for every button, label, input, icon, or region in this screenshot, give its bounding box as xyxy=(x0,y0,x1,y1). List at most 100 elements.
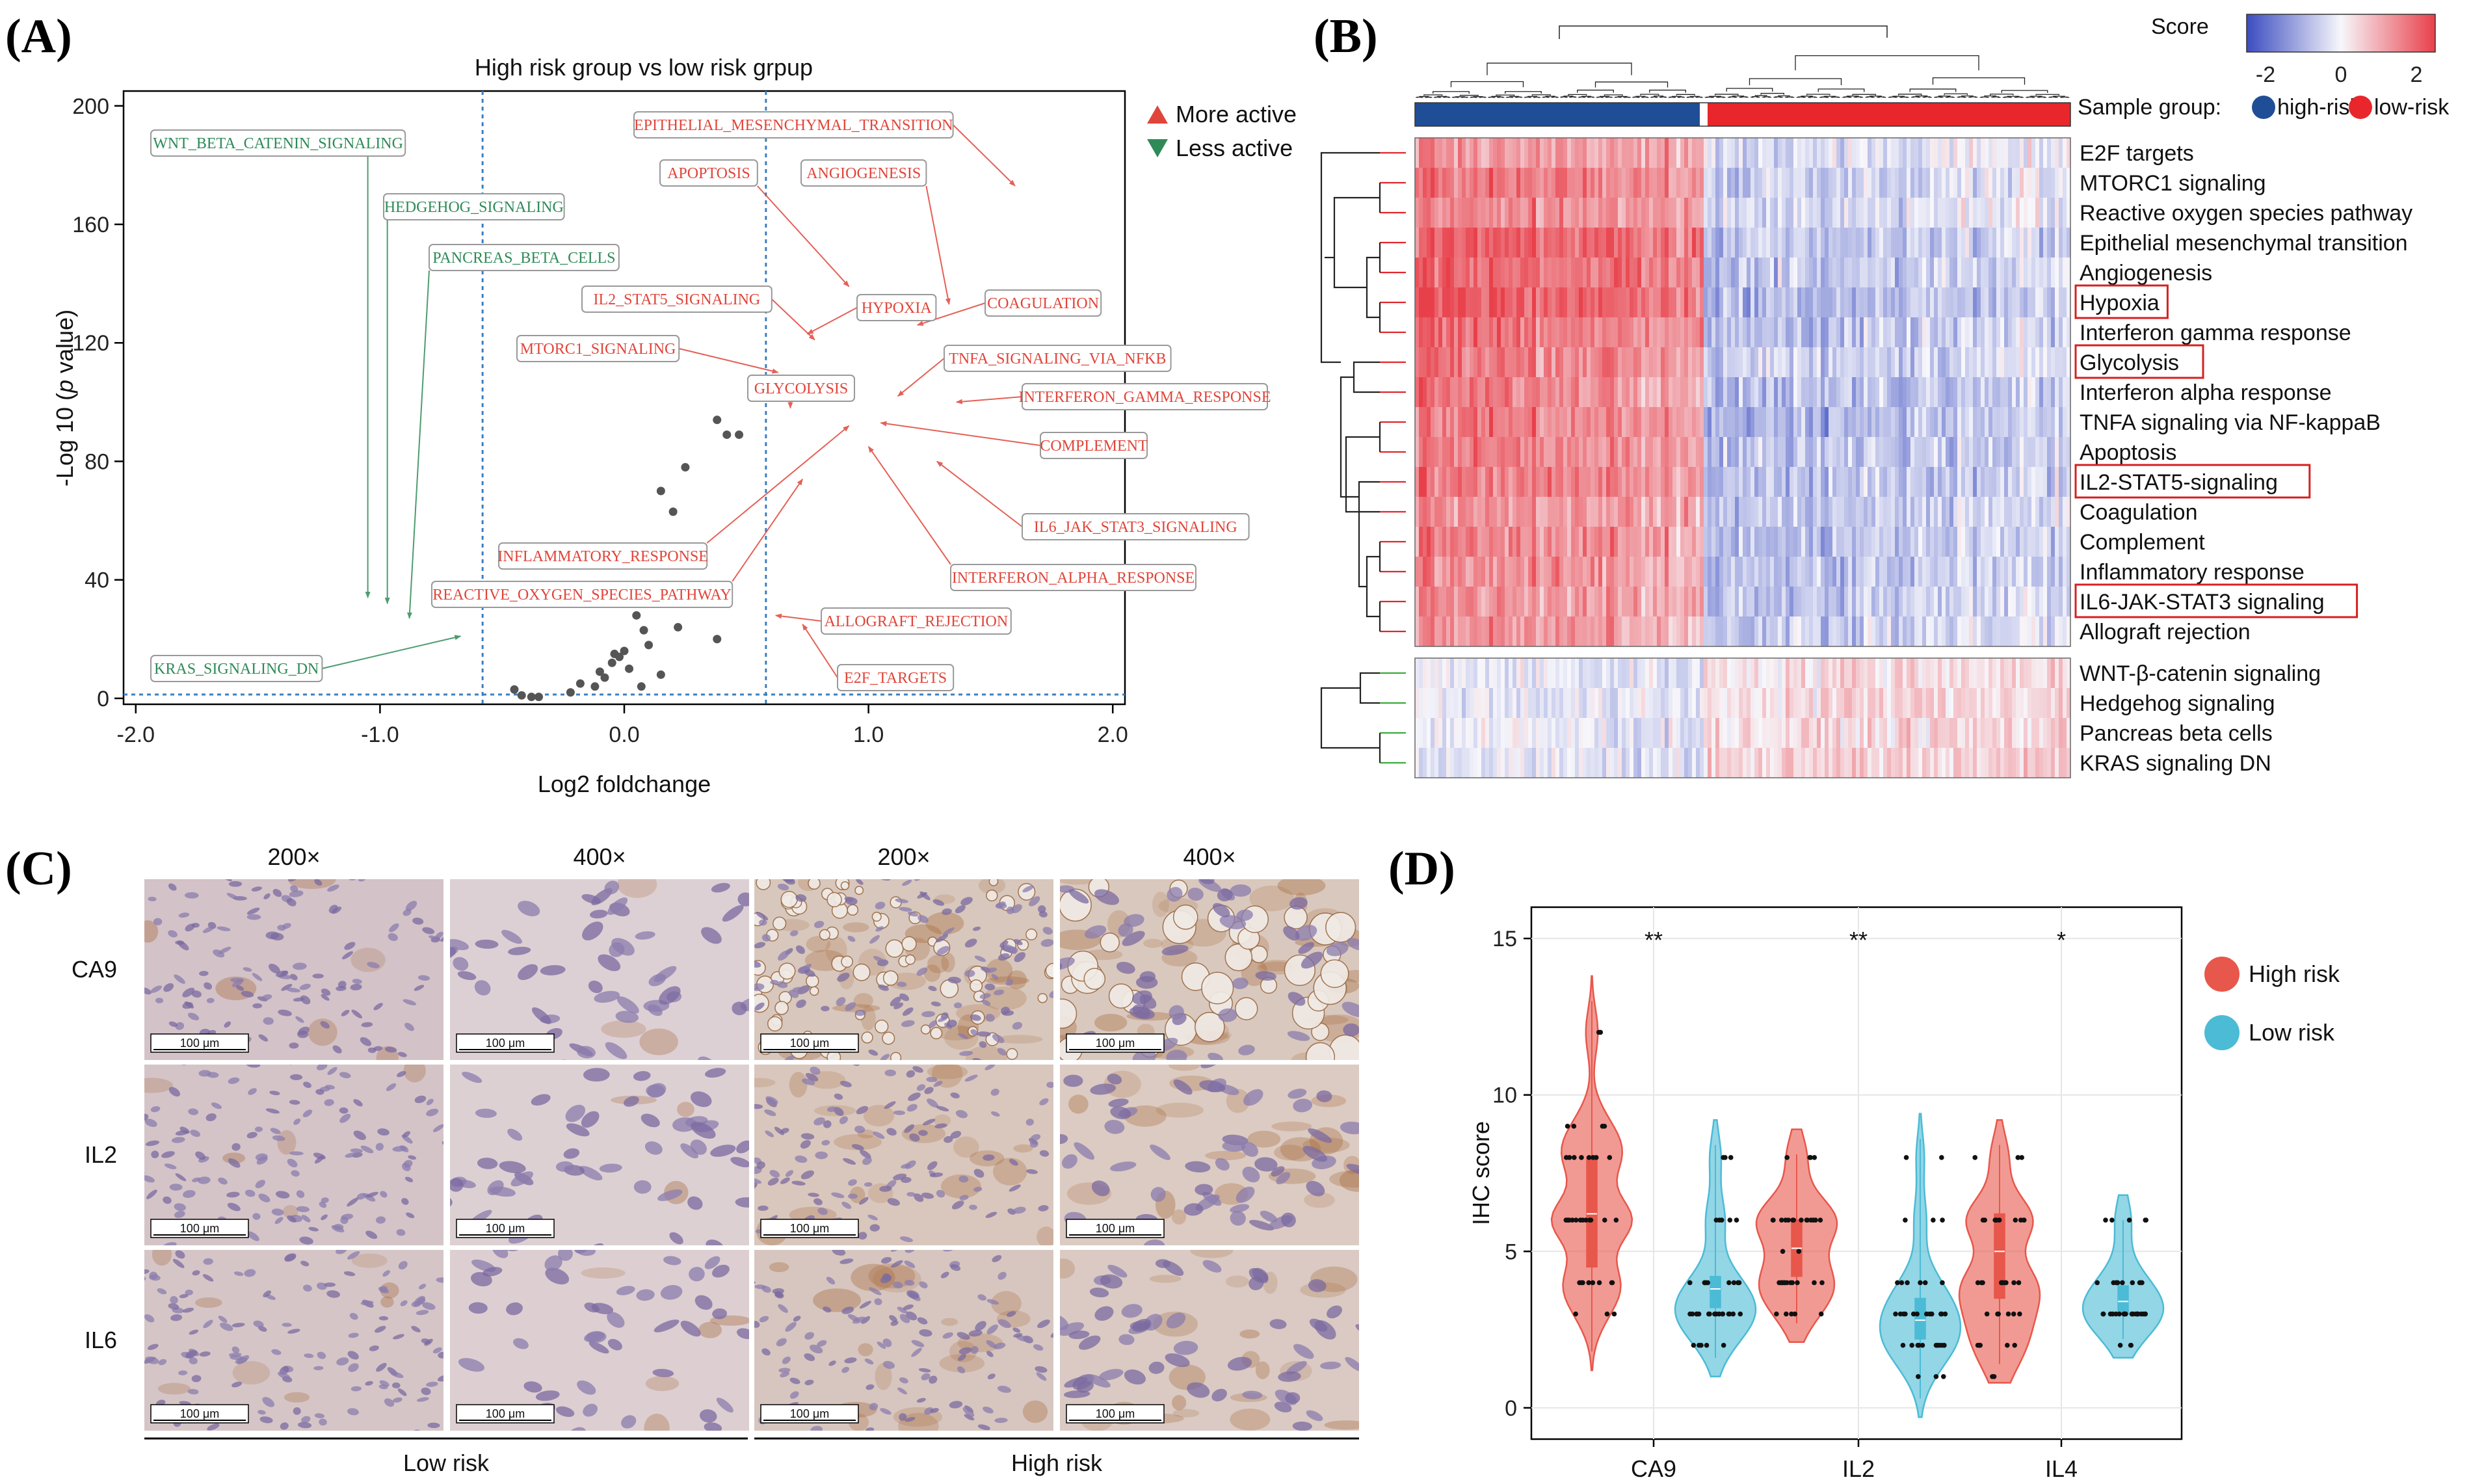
heatmap-cell xyxy=(1513,688,1517,719)
heatmap-cell xyxy=(1477,527,1482,557)
heatmap-cell xyxy=(1630,497,1634,527)
heatmap-cell xyxy=(2024,616,2028,647)
heatmap-cell xyxy=(1949,557,1954,587)
nucleus xyxy=(899,907,912,912)
heatmap-cell xyxy=(1567,658,1572,689)
heatmap-cell xyxy=(1509,138,1513,168)
heatmap-cell xyxy=(1743,437,1747,468)
stain-patch xyxy=(677,1102,694,1117)
heatmap-cell xyxy=(1875,467,1880,497)
heatmap-cell xyxy=(1442,258,1447,288)
stain-patch xyxy=(1249,885,1295,912)
heatmap-cell xyxy=(1442,317,1447,348)
heatmap-cell xyxy=(1727,138,1732,168)
heatmap-cell xyxy=(1696,258,1700,288)
heatmap-cell xyxy=(1899,688,1903,719)
heatmap-cell xyxy=(1805,688,1810,719)
nucleus xyxy=(641,1113,660,1128)
heatmap-cell xyxy=(1532,138,1537,168)
heatmap-cell xyxy=(1563,616,1568,647)
heatmap-cell xyxy=(1934,287,1938,318)
heatmap-cell xyxy=(2063,407,2067,438)
heatmap-cell xyxy=(1883,437,1888,468)
heatmap-cell xyxy=(1747,437,1751,468)
heatmap-cell xyxy=(1575,497,1579,527)
heatmap-cell xyxy=(2031,168,2036,198)
nucleus xyxy=(1298,942,1315,954)
heatmap-cell xyxy=(1797,437,1802,468)
heatmap-cell xyxy=(1501,718,1505,749)
heatmap-cell xyxy=(1427,168,1431,198)
heatmap-cell xyxy=(1645,527,1650,557)
heatmap-cell xyxy=(2000,616,2005,647)
heatmap-cell xyxy=(1633,587,1638,617)
heatmap-cell xyxy=(1641,347,1646,378)
heatmap-cell xyxy=(1454,317,1459,348)
heatmap-cell xyxy=(1985,138,1989,168)
nucleus xyxy=(785,1170,794,1177)
heatmap-cell xyxy=(2055,198,2059,228)
heatmap-cell xyxy=(1513,287,1517,318)
heatmap-cell xyxy=(1731,688,1736,719)
heatmap-cell xyxy=(1848,616,1853,647)
heatmap-cell xyxy=(1868,748,1872,778)
nucleus xyxy=(252,1003,263,1009)
heatmap-cell xyxy=(1836,228,1841,258)
heatmap-cell xyxy=(1813,467,1817,497)
heatmap-cell xyxy=(1895,748,1899,778)
heatmap-cell xyxy=(1630,347,1634,378)
heatmap-cell xyxy=(1493,347,1498,378)
heatmap-cell xyxy=(1470,198,1474,228)
heatmap-cell xyxy=(1591,317,1595,348)
heatmap-cell xyxy=(1637,377,1642,408)
nucleus xyxy=(884,1101,896,1109)
heatmap-cell xyxy=(1548,377,1552,408)
heatmap-cell xyxy=(2020,347,2024,378)
heatmap-cell xyxy=(1501,587,1505,617)
heatmap-cell xyxy=(1786,258,1790,288)
nucleus xyxy=(977,1031,991,1037)
heatmap-cell xyxy=(1552,658,1556,689)
heatmap-cell xyxy=(2024,317,2028,348)
heatmap-cell xyxy=(1473,287,1478,318)
heatmap-cell xyxy=(1458,228,1462,258)
heatmap-cell xyxy=(2063,688,2067,719)
heatmap-cell xyxy=(1977,377,1981,408)
data-point xyxy=(637,682,646,691)
heatmap-cell xyxy=(2063,377,2067,408)
heatmap-cell xyxy=(1415,377,1420,408)
heatmap-cell xyxy=(1766,527,1771,557)
heatmap-cell xyxy=(2000,198,2005,228)
heatmap-cell xyxy=(1953,317,1958,348)
heatmap-cell xyxy=(1692,527,1697,557)
heatmap-cell xyxy=(1727,497,1732,527)
heatmap-cell xyxy=(1934,658,1938,689)
heatmap-cell xyxy=(1649,228,1654,258)
heatmap-cell xyxy=(1910,258,1915,288)
heatmap-cell xyxy=(1653,497,1658,527)
heatmap-cell xyxy=(1985,198,1989,228)
heatmap-cell xyxy=(1704,287,1708,318)
heatmap-cell xyxy=(1665,228,1669,258)
heatmap-cell xyxy=(1829,407,1833,438)
heatmap-cell xyxy=(1895,467,1899,497)
heatmap-cell xyxy=(1770,347,1775,378)
heatmap-cell xyxy=(1559,557,1564,587)
pathway-label-box xyxy=(944,345,1172,372)
heatmap-cell xyxy=(1926,557,1931,587)
heatmap-cell xyxy=(1719,168,1724,198)
heatmap-cell xyxy=(1704,497,1708,527)
heatmap-cell xyxy=(2051,658,2055,689)
heatmap-cell xyxy=(1653,688,1658,719)
heatmap-cell xyxy=(1754,688,1759,719)
heatmap-cell xyxy=(1548,138,1552,168)
heatmap-cell xyxy=(1591,557,1595,587)
pathway-label-text: PANCREAS_BETA_CELLS xyxy=(432,250,615,267)
heatmap-cell xyxy=(1641,527,1646,557)
leader-arrow xyxy=(806,307,858,335)
heatmap-cell xyxy=(1618,407,1622,438)
heatmap-cell xyxy=(1419,497,1423,527)
heatmap-cell xyxy=(1669,347,1673,378)
pathway-label-text: HYPOXIA xyxy=(862,300,932,317)
heatmap-cell xyxy=(1754,347,1759,378)
